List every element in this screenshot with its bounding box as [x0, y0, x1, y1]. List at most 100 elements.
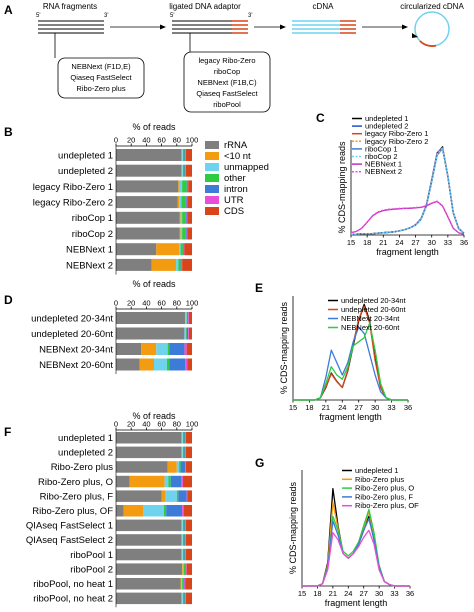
x-tick-label-33: 33: [387, 403, 395, 412]
legend-label-ribo-zero-plus-o: Ribo-Zero plus, O: [355, 484, 414, 493]
x-tick-label-20: 20: [127, 136, 135, 145]
bar-nebnext-20-60nt-rrna: [116, 358, 140, 371]
bar-undepleted-2-unmapped: [182, 446, 183, 459]
bar-undepleted-1-intron: [184, 149, 186, 161]
x-tick-label-100: 100: [186, 299, 199, 308]
bar-undepleted-1-unmapped: [182, 432, 183, 444]
x-tick-label-0: 0: [114, 299, 118, 308]
x-tick-label-40: 40: [142, 299, 150, 308]
category-label-undepleted-20-60nt: undepleted 20-60nt: [31, 329, 113, 340]
bar-ribo-zero-plus-o-utr: [181, 475, 183, 488]
bar-undepleted-1-utr: [185, 432, 186, 444]
bar-ribopool-1-intron: [184, 548, 186, 561]
bar-undepleted-2-other: [182, 164, 185, 177]
category-label-ribo-zero-plus: Ribo-Zero plus: [51, 462, 114, 473]
bar-undepleted-20-34nt-utr: [188, 312, 189, 324]
x-tick-label-18: 18: [313, 589, 321, 598]
circular-cdna: [412, 11, 450, 47]
panel-label-d: D: [4, 293, 13, 307]
series-line-ribo-zero-plus-f: [302, 518, 410, 587]
bar-ribopool-2-unmapped: [182, 563, 184, 575]
bar-nebnext-20-60nt-cds: [187, 358, 192, 371]
category-label-legacy-ribo-zero-1: legacy Ribo-Zero 1: [33, 182, 113, 193]
bar-qiaseq-fastselect-2-unmapped: [182, 534, 183, 546]
bar-undepleted-20-60nt-cds: [188, 327, 192, 340]
bar-undepleted-20-60nt-intron: [186, 327, 189, 340]
bar-ribopool-1-10-nt: [181, 548, 183, 561]
category-label-nebnext-1: NEBNext 1: [66, 245, 113, 256]
panel-label-g: G: [255, 456, 264, 470]
x-axis-label: fragment length: [376, 247, 439, 257]
bar-ribopool-no-heat-1-10-nt: [180, 578, 182, 590]
bar-nebnext-20-60nt-utr: [185, 358, 188, 371]
legend-label-undepleted-1: undepleted 1: [365, 114, 408, 123]
y-axis-label: % CDS-mapping reads: [337, 141, 347, 234]
bar-undepleted-1-10-nt: [181, 149, 183, 161]
bar-nebnext-2-cds: [182, 258, 192, 271]
bar-legacy-ribo-zero-1-intron: [186, 180, 188, 193]
x-axis-label: fragment length: [325, 598, 388, 608]
bar-ribo-zero-plus-o-intron: [170, 475, 182, 488]
box2-line-3: NEBNext (F1B,C): [197, 78, 257, 87]
circularized-cdna-title: circularized cDNA: [400, 2, 464, 11]
x-tick-label-40: 40: [142, 420, 150, 429]
bar-legacy-ribo-zero-1-other: [182, 180, 187, 193]
x-tick-label-21: 21: [322, 403, 330, 412]
category-label-legacy-ribo-zero-2: legacy Ribo-Zero 2: [33, 197, 113, 208]
bar-nebnext-20-60nt-10-nt: [139, 358, 154, 371]
panel-a: A RNA fragments ligated DNA adaptor cDNA…: [4, 2, 464, 113]
box2-line-4: Qiaseq FastSelect: [196, 89, 258, 98]
bar-nebnext-2-unmapped: [176, 258, 179, 271]
bar-undepleted-1-other: [182, 432, 185, 444]
bar-nebnext-20-34nt-10-nt: [141, 343, 157, 355]
bar-ribo-zero-plus-o-cds: [182, 475, 192, 488]
x-tick-label-80: 80: [173, 420, 181, 429]
arrowhead-1: [160, 24, 166, 30]
x-tick-label-30: 30: [375, 589, 383, 598]
bar-ribocop-1-unmapped: [180, 211, 183, 224]
chart-c-cds-length-distribution: 15 18 21 24 27 30 33 36 fragment length % CDS-map…: [337, 114, 468, 257]
x-tick-label-80: 80: [173, 299, 181, 308]
category-label-ribocop-2: riboCop 2: [72, 229, 113, 240]
bar-ribopool-1-rrna: [116, 548, 182, 561]
legend-label-undepleted-1: undepleted 1: [355, 466, 398, 475]
x-tick-label-33: 33: [390, 589, 398, 598]
bar-qiaseq-fastselect-2-other: [182, 534, 185, 546]
bar-undepleted-1-unmapped: [182, 149, 183, 161]
series-line-nebnext-20-34nt: [293, 326, 408, 401]
category-label-undepleted-20-34nt: undepleted 20-34nt: [31, 313, 113, 324]
x-tick-label-18: 18: [305, 403, 313, 412]
legend-swatch-intron: [205, 185, 219, 193]
cdna-title: cDNA: [313, 2, 335, 11]
bar-nebnext-1-10-nt: [156, 243, 180, 256]
bar-ribopool-no-heat-2-cds: [185, 592, 192, 605]
bar-ribopool-2-utr: [185, 563, 187, 575]
cdna-lines: [292, 20, 356, 34]
legend-label-rrna: rRNA: [224, 140, 248, 151]
category-label-undepleted-2: undepleted 2: [58, 448, 113, 459]
bar-ribopool-2-rrna: [116, 563, 183, 575]
x-tick-label-36: 36: [404, 403, 412, 412]
panel-label-b: B: [4, 125, 13, 139]
x-tick-label-40: 40: [142, 136, 150, 145]
x-tick-label-18: 18: [363, 238, 371, 247]
box2-line-5: riboPool: [213, 100, 241, 109]
bar-ribopool-2-intron: [185, 563, 186, 575]
bar-nebnext-20-60nt-other: [166, 358, 170, 371]
bar-ribopool-2-other: [183, 563, 186, 575]
x-tick-label-60: 60: [157, 299, 165, 308]
legend-label-nebnext-2: NEBNext 2: [365, 167, 402, 176]
bar-qiaseq-fastselect-1-utr: [185, 519, 186, 532]
bar-undepleted-2-rrna: [116, 446, 182, 459]
legend-label-legacy-ribo-zero-2: legacy Ribo-Zero 2: [365, 137, 428, 146]
bar-ribo-zero-plus-of-cds: [183, 505, 192, 517]
bar-ribo-zero-plus-f-utr: [186, 490, 188, 502]
x-tick-label-27: 27: [411, 238, 419, 247]
chart-d-read-composition: % of reads 0 20 40 60 80 100 undepleted 20-34nt…: [31, 279, 198, 374]
bar-undepleted-1-utr: [185, 149, 186, 161]
bar-nebnext-2-utr: [181, 258, 183, 271]
box1-line-2: Qiaseq FastSelect: [70, 73, 132, 82]
x-tick-label-33: 33: [444, 238, 452, 247]
bar-undepleted-1-cds: [185, 432, 192, 444]
